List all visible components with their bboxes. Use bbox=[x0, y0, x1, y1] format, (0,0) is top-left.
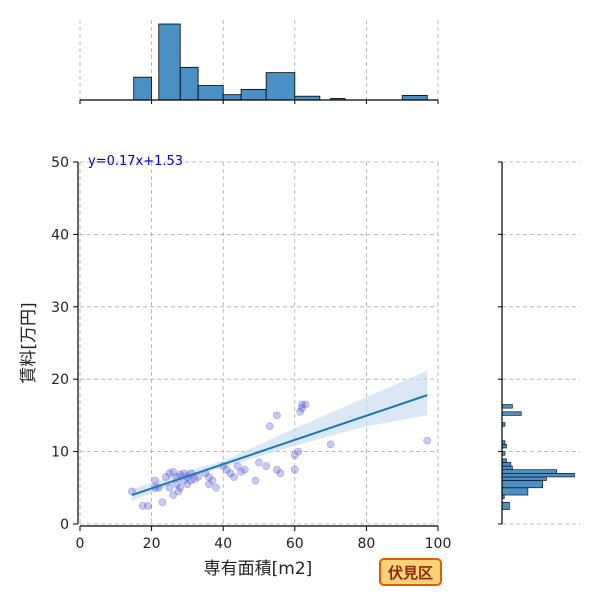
right-hist-bar bbox=[501, 404, 513, 409]
scatter-point bbox=[290, 465, 299, 474]
right-hist-bar bbox=[501, 469, 558, 474]
scatter-point bbox=[208, 476, 217, 485]
scatter-point bbox=[233, 462, 242, 470]
y-tick-label: 50 bbox=[51, 155, 69, 171]
scatter-point bbox=[169, 491, 177, 499]
main-axes: 0 20 40 60 80 100 0 10 20 30 40 50 bbox=[51, 155, 451, 552]
right-hist-bar bbox=[501, 458, 507, 463]
right-hist-bar bbox=[501, 487, 529, 496]
scatter-point bbox=[265, 422, 274, 431]
x-tick-label: 80 bbox=[357, 536, 375, 552]
scatter-point bbox=[272, 411, 281, 420]
scatter-point bbox=[162, 473, 170, 481]
scatter-point bbox=[138, 501, 147, 510]
x-tick-label: 100 bbox=[425, 536, 452, 552]
top-hist-bar bbox=[222, 94, 242, 101]
x-tick-label: 60 bbox=[286, 536, 304, 552]
scatter-point bbox=[262, 462, 271, 470]
scatter-point bbox=[298, 400, 306, 409]
scatter-point bbox=[169, 467, 177, 476]
x-marginal-histogram bbox=[79, 20, 439, 104]
scatter-point bbox=[237, 467, 245, 476]
right-hist-bar bbox=[501, 473, 575, 478]
scatter-point bbox=[165, 469, 174, 478]
scatter-point bbox=[301, 400, 310, 409]
scatter-point bbox=[174, 487, 183, 496]
right-hist-bar bbox=[501, 462, 512, 467]
y-tick-label: 20 bbox=[51, 372, 69, 388]
scatter-point bbox=[183, 480, 192, 489]
y-tick-label: 40 bbox=[51, 227, 69, 243]
y-tick-label: 0 bbox=[60, 517, 69, 533]
scatter-point bbox=[204, 480, 213, 489]
top-hist-bar bbox=[265, 72, 296, 101]
right-hist-bar bbox=[501, 476, 547, 481]
scatter-point bbox=[212, 483, 220, 492]
top-hist-bar bbox=[158, 23, 181, 101]
top-hist-bar bbox=[240, 88, 267, 101]
scatter-point bbox=[151, 476, 160, 485]
scatter-point bbox=[251, 476, 260, 485]
scatter-point bbox=[240, 465, 249, 474]
top-hist-bar bbox=[133, 76, 152, 101]
scatter-point bbox=[290, 451, 299, 460]
scatter-point bbox=[294, 447, 303, 456]
scatter-point bbox=[165, 483, 174, 492]
scatter-point bbox=[255, 458, 263, 467]
scatter-point bbox=[204, 473, 213, 481]
scatter-point bbox=[158, 498, 167, 507]
x-tick-label: 0 bbox=[76, 536, 85, 552]
x-tick-label: 40 bbox=[214, 536, 232, 552]
x-axis-title: 専有面積[m2] bbox=[204, 559, 313, 579]
y-axis-title: 賃料[万円] bbox=[19, 302, 39, 383]
district-badge: 伏見区 bbox=[379, 558, 442, 586]
district-badge-box bbox=[379, 558, 442, 586]
scatter-point bbox=[190, 475, 199, 484]
regression-confidence-band bbox=[131, 370, 428, 501]
scatter-point bbox=[187, 476, 195, 485]
top-hist-bar bbox=[179, 66, 199, 101]
y-tick-label: 10 bbox=[51, 445, 69, 461]
right-hist-bar bbox=[501, 480, 544, 489]
main-gridlines bbox=[79, 161, 439, 525]
scatter-point bbox=[296, 407, 305, 416]
district-badge-label: 伏見区 bbox=[388, 564, 433, 582]
top-hist-bar bbox=[197, 85, 224, 101]
scatter-point bbox=[272, 465, 281, 474]
scatter-point bbox=[176, 483, 185, 492]
y-tick-label: 30 bbox=[51, 300, 69, 316]
regression-equation: y=0.17x+1.53 bbox=[88, 154, 183, 169]
scatter-point bbox=[222, 465, 231, 474]
regression-line bbox=[131, 394, 428, 496]
right-hist-bar bbox=[501, 411, 522, 416]
scatter-point bbox=[230, 473, 238, 481]
right-hist-bar bbox=[501, 501, 510, 510]
right-hist-bar bbox=[501, 444, 507, 449]
x-tick-label: 20 bbox=[143, 536, 161, 552]
scatter-point bbox=[226, 469, 235, 478]
right-hist-bar bbox=[501, 465, 513, 470]
y-marginal-histogram bbox=[498, 161, 580, 525]
scatter-point bbox=[298, 404, 306, 413]
scatter-point bbox=[423, 436, 432, 445]
top-hist-bar bbox=[401, 95, 428, 101]
scatter-point bbox=[326, 440, 335, 449]
scatter-point bbox=[276, 469, 285, 478]
scatter-point bbox=[144, 501, 152, 510]
